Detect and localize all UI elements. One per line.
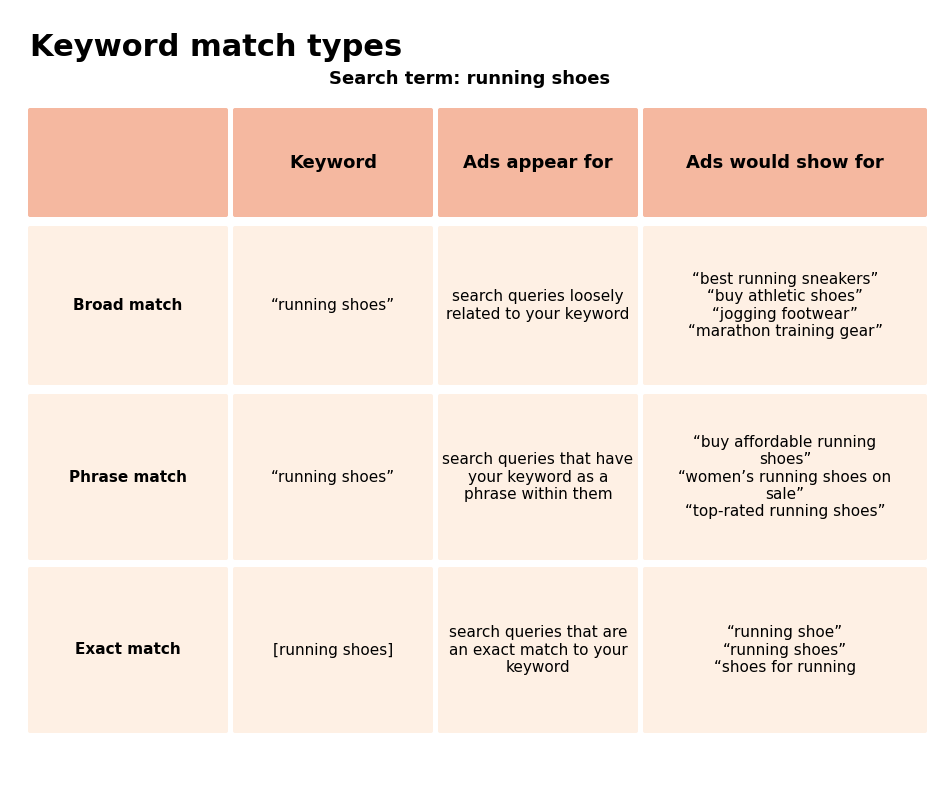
FancyBboxPatch shape — [28, 394, 228, 560]
Text: Ads appear for: Ads appear for — [463, 154, 613, 172]
FancyBboxPatch shape — [438, 567, 638, 733]
Text: “running shoe”
“running shoes”
“shoes for running: “running shoe” “running shoes” “shoes fo… — [714, 625, 856, 675]
FancyBboxPatch shape — [643, 108, 927, 217]
Text: “best running sneakers”
“buy athletic shoes”
“jogging footwear”
“marathon traini: “best running sneakers” “buy athletic sh… — [687, 272, 883, 339]
FancyBboxPatch shape — [233, 394, 433, 560]
Text: Broad match: Broad match — [73, 298, 182, 313]
FancyBboxPatch shape — [643, 394, 927, 560]
FancyBboxPatch shape — [438, 108, 638, 217]
Text: Keyword: Keyword — [289, 154, 377, 172]
FancyBboxPatch shape — [438, 394, 638, 560]
Text: Phrase match: Phrase match — [69, 470, 187, 485]
Text: “buy affordable running
shoes”
“women’s running shoes on
sale”
“top-rated runnin: “buy affordable running shoes” “women’s … — [679, 435, 891, 519]
Text: “running shoes”: “running shoes” — [272, 298, 395, 313]
FancyBboxPatch shape — [438, 226, 638, 385]
FancyBboxPatch shape — [28, 567, 228, 733]
FancyBboxPatch shape — [233, 226, 433, 385]
FancyBboxPatch shape — [233, 567, 433, 733]
FancyBboxPatch shape — [28, 226, 228, 385]
Text: Keyword match types: Keyword match types — [30, 33, 402, 62]
FancyBboxPatch shape — [233, 108, 433, 217]
Text: search queries that are
an exact match to your
keyword: search queries that are an exact match t… — [448, 625, 627, 675]
FancyBboxPatch shape — [643, 226, 927, 385]
Text: “running shoes”: “running shoes” — [272, 470, 395, 485]
Text: Search term: running shoes: Search term: running shoes — [329, 70, 611, 88]
Text: search queries loosely
related to your keyword: search queries loosely related to your k… — [446, 289, 630, 322]
Text: Exact match: Exact match — [75, 642, 180, 657]
Text: search queries that have
your keyword as a
phrase within them: search queries that have your keyword as… — [443, 452, 634, 502]
FancyBboxPatch shape — [643, 567, 927, 733]
FancyBboxPatch shape — [28, 108, 228, 217]
Text: Ads would show for: Ads would show for — [686, 154, 884, 172]
Text: [running shoes]: [running shoes] — [273, 642, 393, 657]
